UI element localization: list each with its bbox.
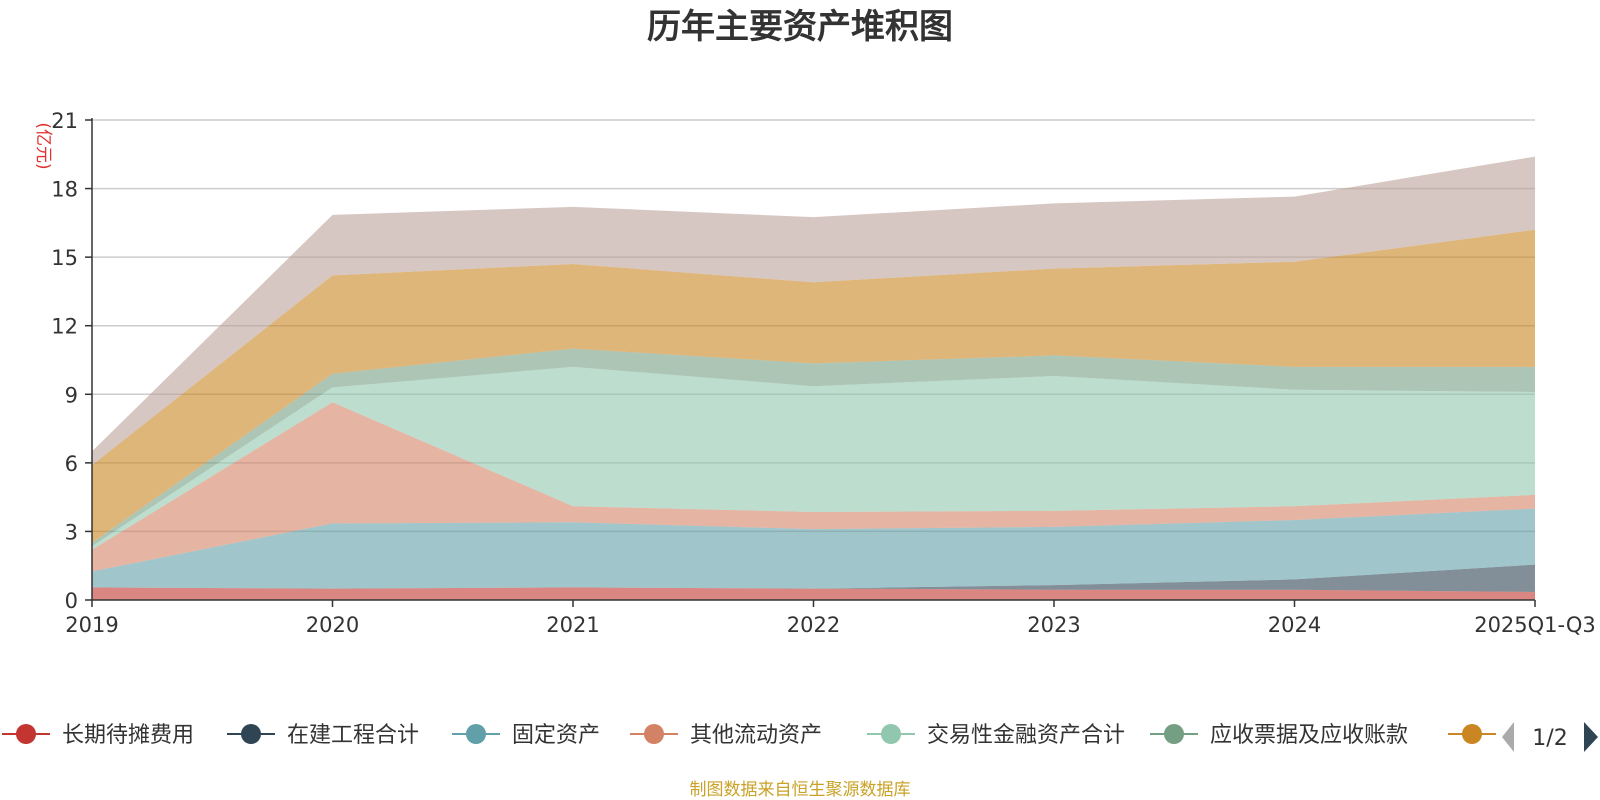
legend-page-indicator: 1/2 xyxy=(1532,726,1567,751)
x-tick-label: 2022 xyxy=(787,613,840,637)
area-series-8 xyxy=(92,156,1535,466)
legend-marker-icon xyxy=(881,724,901,744)
x-axis-ticks: 2019 2020 2021 2022 2023 2024 2025Q1-Q3 xyxy=(65,600,1596,637)
x-tick-label: 2025Q1-Q3 xyxy=(1474,613,1596,637)
legend-label: 长期待摊费用 xyxy=(62,723,194,748)
legend-marker-icon xyxy=(466,724,486,744)
legend-item-3[interactable]: 固定资产 xyxy=(452,723,600,748)
legend-label: 固定资产 xyxy=(512,723,600,748)
legend-item-5[interactable]: 交易性金融资产合计 xyxy=(867,723,1125,748)
y-tick-label: 12 xyxy=(51,315,78,339)
legend-marker-icon xyxy=(16,724,36,744)
legend-label: 在建工程合计 xyxy=(287,723,419,748)
chart-title: 历年主要资产堆积图 xyxy=(647,7,953,47)
y-tick-label: 18 xyxy=(51,178,78,202)
y-tick-label: 6 xyxy=(65,452,78,476)
legend-prev-icon[interactable] xyxy=(1502,722,1514,752)
legend-item-7[interactable] xyxy=(1448,724,1496,744)
legend-item-2[interactable]: 在建工程合计 xyxy=(227,723,419,748)
legend-marker-icon xyxy=(241,724,261,744)
legend: 长期待摊费用 在建工程合计 固定资产 其他流动资产 交易性金融资产合计 应收票据及应收账款 xyxy=(2,723,1496,748)
x-tick-label: 2024 xyxy=(1268,613,1321,637)
legend-label: 交易性金融资产合计 xyxy=(927,723,1125,748)
y-axis-unit: (亿元) xyxy=(33,122,53,169)
area-series-2 xyxy=(92,564,1535,592)
area-series-3 xyxy=(92,508,1535,589)
area-series-5 xyxy=(92,366,1535,550)
legend-marker-icon xyxy=(644,724,664,744)
legend-label: 应收票据及应收账款 xyxy=(1210,723,1408,748)
y-tick-label: 0 xyxy=(65,589,78,613)
y-axis-ticks: 0 3 6 9 12 15 18 21 xyxy=(51,109,92,613)
legend-marker-icon xyxy=(1462,724,1482,744)
legend-item-4[interactable]: 其他流动资产 xyxy=(630,723,822,748)
legend-marker-icon xyxy=(1164,724,1184,744)
x-tick-label: 2020 xyxy=(306,613,359,637)
legend-pager: 1/2 xyxy=(1502,722,1598,752)
area-series-4 xyxy=(92,402,1535,572)
legend-item-6[interactable]: 应收票据及应收账款 xyxy=(1150,723,1408,748)
source-note: 制图数据来自恒生聚源数据库 xyxy=(690,780,911,800)
legend-item-1[interactable]: 长期待摊费用 xyxy=(2,723,194,748)
area-series-6 xyxy=(92,348,1535,547)
area-series xyxy=(92,156,1535,600)
y-tick-label: 15 xyxy=(51,246,78,270)
legend-next-icon[interactable] xyxy=(1584,722,1598,752)
y-tick-label: 21 xyxy=(51,109,78,133)
area-series-1 xyxy=(92,587,1535,600)
y-tick-label: 3 xyxy=(65,520,78,544)
x-tick-label: 2019 xyxy=(65,613,118,637)
x-tick-label: 2023 xyxy=(1027,613,1080,637)
x-tick-label: 2021 xyxy=(546,613,599,637)
legend-label: 其他流动资产 xyxy=(690,723,822,748)
y-tick-label: 9 xyxy=(65,383,78,407)
area-series-7 xyxy=(92,229,1535,543)
